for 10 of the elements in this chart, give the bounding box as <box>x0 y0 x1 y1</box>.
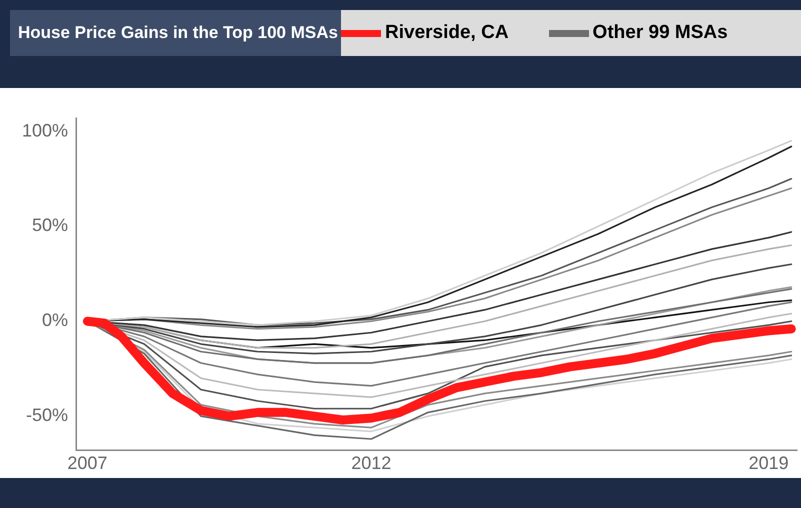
legend-label: Other 99 MSAs <box>592 22 728 44</box>
x-tick-label: 2012 <box>351 453 392 474</box>
legend-label: Riverside, CA <box>385 22 509 44</box>
chart-title: House Price Gains in the Top 100 MSAs <box>10 10 341 56</box>
x-tick-label: 2007 <box>67 453 108 474</box>
y-tick-label: 0% <box>42 310 68 330</box>
y-tick-label: -50% <box>26 405 68 426</box>
x-tick-label: 2019 <box>748 453 789 474</box>
y-tick-label: 100% <box>22 120 68 140</box>
y-tick-label: 50% <box>32 215 68 236</box>
